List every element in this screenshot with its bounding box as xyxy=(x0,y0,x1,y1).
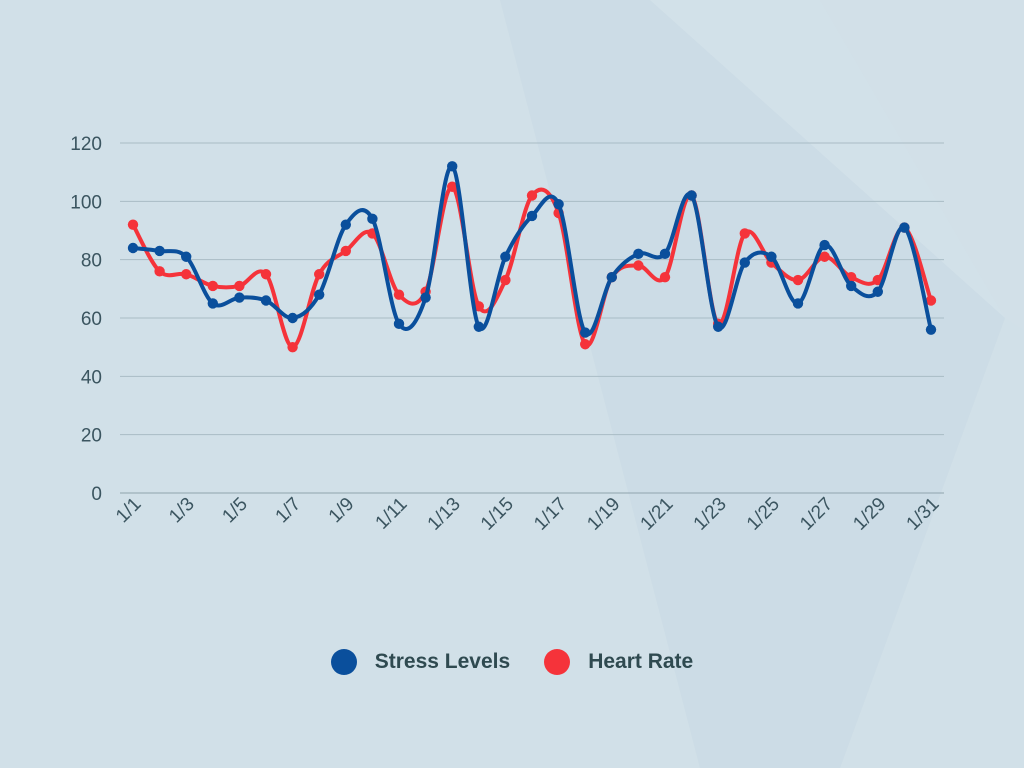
legend-label-stress-levels: Stress Levels xyxy=(374,650,511,673)
x-tick-label: 1/5 xyxy=(218,494,252,528)
y-tick-label: 120 xyxy=(70,134,102,155)
series-group xyxy=(127,161,937,353)
y-tick-label: 80 xyxy=(81,251,102,272)
data-point-heart-rate-21[interactable] xyxy=(659,271,671,283)
y-tick-label: 60 xyxy=(81,309,102,330)
data-point-heart-rate-18[interactable] xyxy=(580,339,591,350)
legend-marker-stress-levels xyxy=(330,649,357,675)
legend: Stress Levels Heart Rate xyxy=(0,643,1024,681)
data-point-stress-levels-25[interactable] xyxy=(766,251,777,262)
data-point-stress-levels-5[interactable] xyxy=(234,292,245,303)
data-point-heart-rate-5[interactable] xyxy=(234,280,245,292)
data-point-stress-levels-2[interactable] xyxy=(154,245,165,257)
data-point-heart-rate-20[interactable] xyxy=(633,260,644,271)
x-tick-label: 1/9 xyxy=(325,494,359,528)
data-point-stress-levels-16[interactable] xyxy=(526,210,538,222)
data-point-stress-levels-10[interactable] xyxy=(367,213,378,225)
data-point-heart-rate-9[interactable] xyxy=(340,245,351,257)
data-point-heart-rate-7[interactable] xyxy=(287,341,298,353)
y-axis: 0 20 40 60 80 100 120 xyxy=(70,134,102,505)
data-point-heart-rate-26[interactable] xyxy=(792,274,804,286)
data-point-stress-levels-22[interactable] xyxy=(686,190,697,201)
data-point-heart-rate-3[interactable] xyxy=(181,269,192,280)
x-tick-label: 1/21 xyxy=(637,494,678,535)
legend-label-heart-rate: Heart Rate xyxy=(588,650,694,673)
data-point-heart-rate-4[interactable] xyxy=(207,280,218,292)
data-point-stress-levels-6[interactable] xyxy=(260,295,272,306)
data-point-heart-rate-13[interactable] xyxy=(447,181,458,192)
x-tick-label: 1/13 xyxy=(424,494,465,535)
x-tick-label: 1/1 xyxy=(112,494,146,528)
data-point-heart-rate-16[interactable] xyxy=(526,190,538,201)
data-point-stress-levels-13[interactable] xyxy=(447,161,458,172)
data-point-stress-levels-3[interactable] xyxy=(181,251,192,262)
data-point-heart-rate-24[interactable] xyxy=(739,228,750,239)
data-point-stress-levels-29[interactable] xyxy=(872,286,883,297)
x-tick-label: 1/29 xyxy=(849,494,890,535)
x-tick-label: 1/17 xyxy=(530,494,571,535)
x-tick-label: 1/11 xyxy=(372,494,412,534)
y-tick-label: 20 xyxy=(81,426,102,447)
data-point-heart-rate-27[interactable] xyxy=(819,251,830,262)
data-point-heart-rate-15[interactable] xyxy=(500,274,511,286)
data-point-stress-levels-30[interactable] xyxy=(899,222,910,233)
data-point-stress-levels-21[interactable] xyxy=(659,248,671,260)
legend-item-heart-rate[interactable]: Heart Rate xyxy=(544,649,693,675)
x-axis: 1/1 1/3 1/5 1/7 1/9 1/11 1/13 1/15 1/17 1/19 1/21 1… xyxy=(112,494,944,535)
x-tick-label: 1/15 xyxy=(477,494,518,535)
x-tick-label: 1/31 xyxy=(903,494,944,535)
data-point-stress-levels-7[interactable] xyxy=(287,312,298,324)
data-point-stress-levels-24[interactable] xyxy=(739,257,750,268)
data-point-stress-levels-9[interactable] xyxy=(340,219,351,230)
data-point-stress-levels-18[interactable] xyxy=(580,327,591,338)
data-point-stress-levels-4[interactable] xyxy=(207,298,218,309)
data-point-heart-rate-2[interactable] xyxy=(154,266,165,277)
data-point-stress-levels-27[interactable] xyxy=(819,239,830,251)
data-point-stress-levels-11[interactable] xyxy=(393,318,405,330)
data-point-heart-rate-6[interactable] xyxy=(260,269,272,280)
data-point-stress-levels-12[interactable] xyxy=(420,292,431,303)
y-tick-label: 0 xyxy=(91,484,102,505)
x-tick-label: 1/3 xyxy=(165,494,199,528)
data-point-heart-rate-1[interactable] xyxy=(127,219,139,230)
legend-item-stress-levels[interactable]: Stress Levels xyxy=(330,649,511,675)
x-tick-label: 1/23 xyxy=(690,494,731,535)
data-point-stress-levels-15[interactable] xyxy=(500,251,511,262)
data-point-stress-levels-23[interactable] xyxy=(713,321,724,332)
data-point-heart-rate-11[interactable] xyxy=(393,289,405,300)
x-tick-label: 1/19 xyxy=(583,494,624,535)
data-point-stress-levels-14[interactable] xyxy=(473,321,484,332)
data-point-stress-levels-8[interactable] xyxy=(314,289,325,300)
data-point-heart-rate-8[interactable] xyxy=(314,269,325,280)
y-tick-label: 100 xyxy=(70,192,102,213)
data-point-stress-levels-31[interactable] xyxy=(925,324,937,335)
y-tick-label: 40 xyxy=(81,367,102,388)
data-point-stress-levels-1[interactable] xyxy=(127,242,139,254)
gridlines xyxy=(120,142,944,494)
data-point-stress-levels-17[interactable] xyxy=(553,199,564,210)
x-tick-label: 1/7 xyxy=(272,494,306,528)
data-point-heart-rate-31[interactable] xyxy=(925,295,937,306)
x-tick-label: 1/25 xyxy=(743,494,784,535)
data-point-stress-levels-26[interactable] xyxy=(792,298,804,309)
x-tick-label: 1/27 xyxy=(796,494,837,535)
legend-marker-heart-rate xyxy=(544,649,571,675)
data-point-stress-levels-28[interactable] xyxy=(846,280,857,292)
data-point-stress-levels-19[interactable] xyxy=(606,271,617,283)
data-point-stress-levels-20[interactable] xyxy=(633,248,644,260)
